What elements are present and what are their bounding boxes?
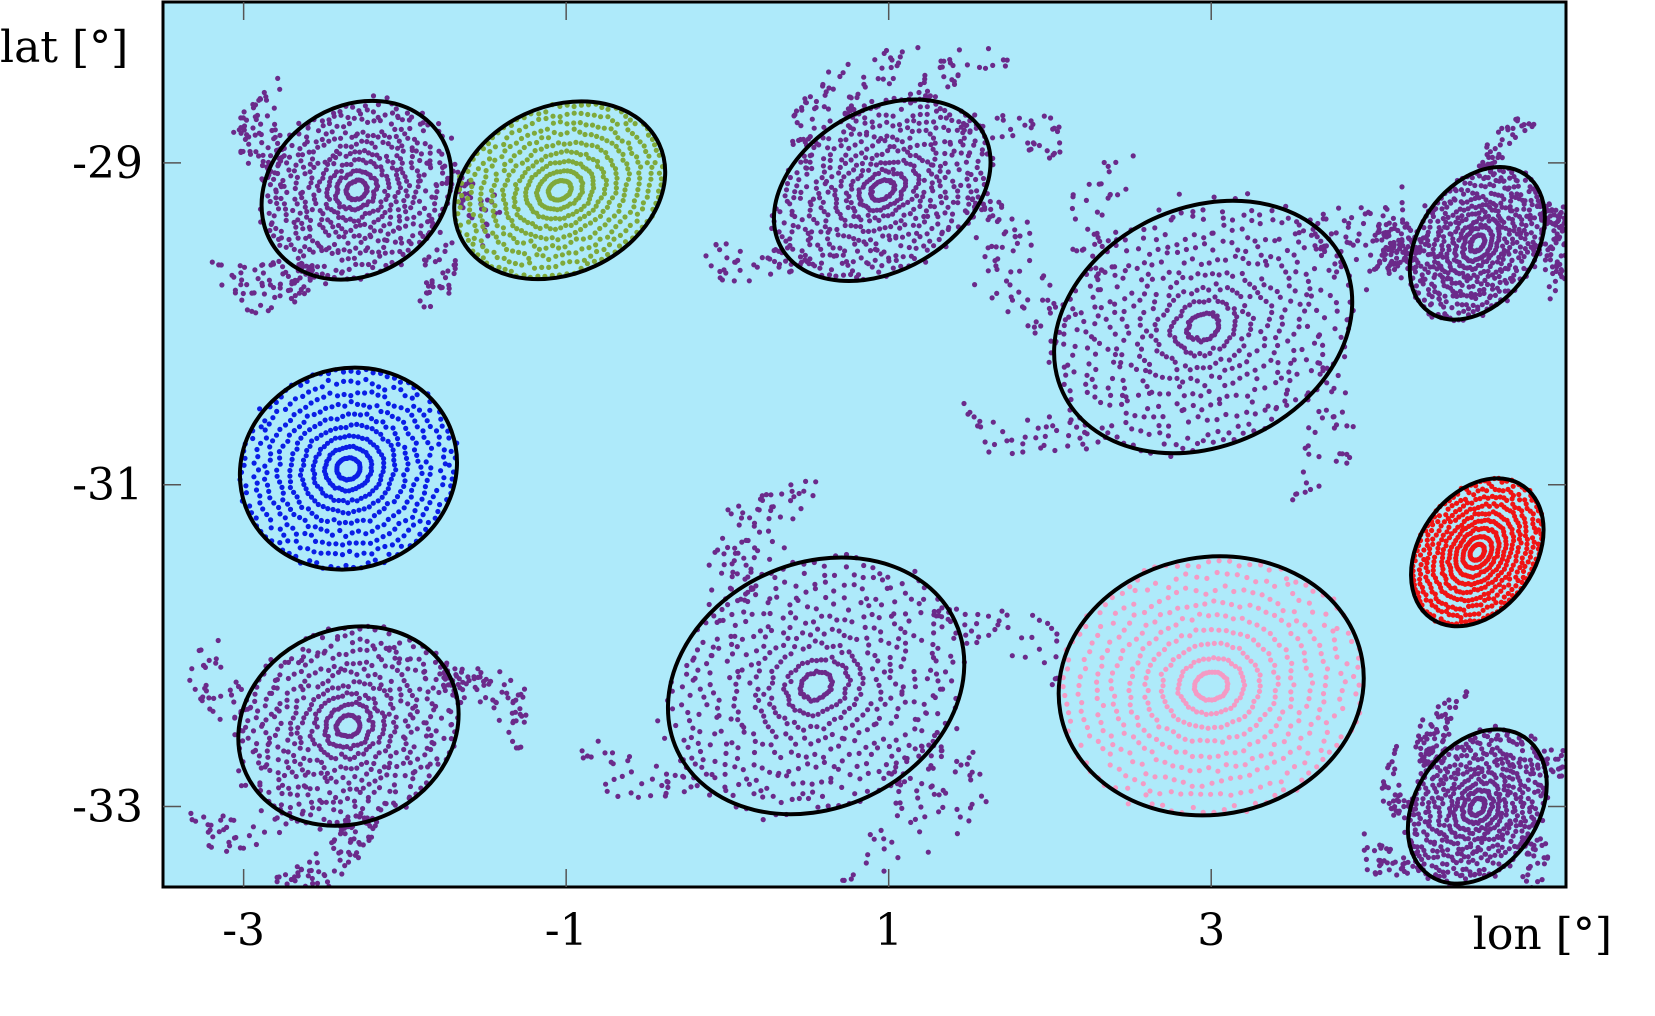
eddy-6-blue [237,365,460,572]
eddy-3-purple [703,44,1063,288]
x-axis-label: lon [°] [1473,909,1612,960]
ticks-layer: -3 -1 1 3 -29 -31 -33 [72,2,1566,956]
x-tick-label: -3 [222,905,265,956]
eddy-5-particles [1373,116,1566,324]
eddy-2-green [452,99,668,282]
eddies-layer [187,44,1566,887]
y-tick-label: -29 [72,138,143,189]
eddy-4-boundary [1052,198,1355,456]
eddy-7-red [1409,475,1546,629]
y-axis-label: lat [°] [0,22,128,73]
eddy-8-purple [579,478,1060,883]
eddy-6-boundary [237,365,460,572]
eddy-7-boundary [1409,476,1546,629]
eddy-1-boundary [259,98,454,282]
eddy-4-purple [961,153,1450,503]
eddy-10-particles [187,623,529,887]
eddy-11-boundary [1405,727,1549,886]
eddy-11-particles [1361,689,1566,887]
eddy-9-boundary [1056,554,1366,818]
eddy-1-particles [209,75,503,316]
eddy-8-boundary [665,555,967,817]
plot-frame [161,0,1568,889]
eddy-10-purple [187,623,529,887]
eddy-10-boundary [236,624,461,828]
eddy-2-boundary [452,99,668,282]
eddy-1-purple [209,75,503,316]
x-tick-label: -1 [545,905,588,956]
eddy-2-particles [453,101,666,280]
eddy-5-boundary [1407,165,1547,322]
eddy-7-particles [1410,475,1545,627]
eddy-6-particles [237,366,460,571]
x-tick-label: 3 [1197,905,1225,956]
eddy-3-boundary [771,97,993,283]
y-tick-label: -33 [72,782,143,833]
eddy-9-pink [1056,554,1366,818]
eddy-3-particles [703,44,1063,288]
y-tick-label: -31 [72,460,143,511]
eddy-5-purple [1373,116,1566,324]
eddy-11-purple [1361,689,1566,887]
x-tick-label: 1 [875,905,903,956]
